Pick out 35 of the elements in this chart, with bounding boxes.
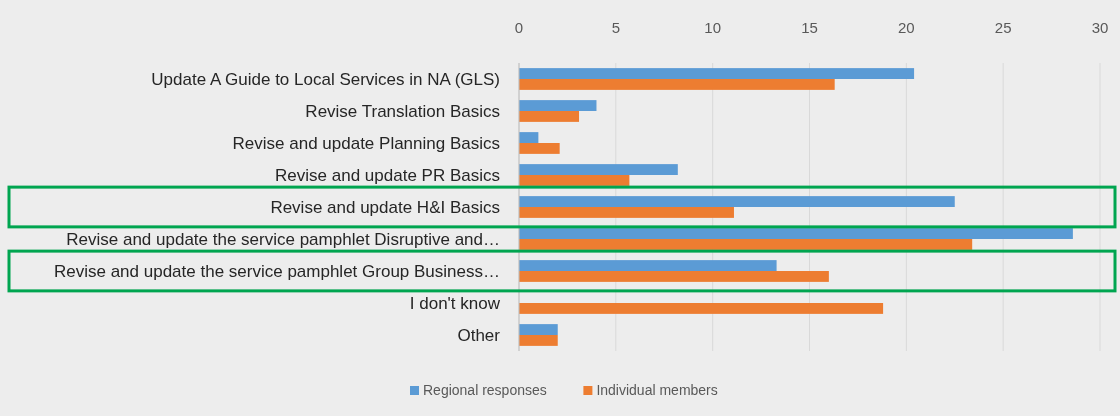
y-tick-label: Revise and update Planning Basics <box>232 133 500 153</box>
bar <box>519 239 973 250</box>
x-tick-label: 25 <box>994 19 1012 36</box>
bar <box>519 143 560 154</box>
bar <box>519 303 884 314</box>
bar <box>519 335 558 346</box>
x-tick-label: 30 <box>1091 19 1109 36</box>
x-tick-label: 0 <box>514 19 524 36</box>
x-tick-label: 15 <box>801 19 818 36</box>
bar <box>519 228 1073 239</box>
bar <box>519 68 915 79</box>
y-tick-label: Revise Translation Basics <box>305 101 500 121</box>
legend-label: Individual members <box>596 382 718 398</box>
bar <box>519 196 955 207</box>
x-tick-label: 10 <box>704 19 722 36</box>
y-tick-label: Other <box>457 325 501 345</box>
y-tick-label: I don't know <box>409 293 501 313</box>
legend-label: Regional responses <box>423 382 547 398</box>
x-tick-label: 5 <box>611 19 621 36</box>
bar <box>519 164 678 175</box>
y-tick-label: Update A Guide to Local Services in NA (GLS) <box>151 69 500 89</box>
bar <box>519 260 777 271</box>
bar <box>519 324 558 335</box>
x-tick-label: 20 <box>897 19 915 36</box>
y-tick-label: Revise and update H&I Basics <box>270 197 500 217</box>
bar <box>519 175 630 186</box>
bar <box>519 271 829 282</box>
y-tick-label: Revise and update PR Basics <box>275 165 500 185</box>
bar <box>519 132 539 143</box>
bar <box>519 100 597 111</box>
bar <box>519 207 734 218</box>
bar <box>519 111 580 122</box>
y-tick-label: Revise and update the service pamphlet Group Business… <box>53 261 500 281</box>
y-tick-label: Revise and update the service pamphlet Disruptive and… <box>66 229 500 249</box>
bar <box>519 79 835 90</box>
